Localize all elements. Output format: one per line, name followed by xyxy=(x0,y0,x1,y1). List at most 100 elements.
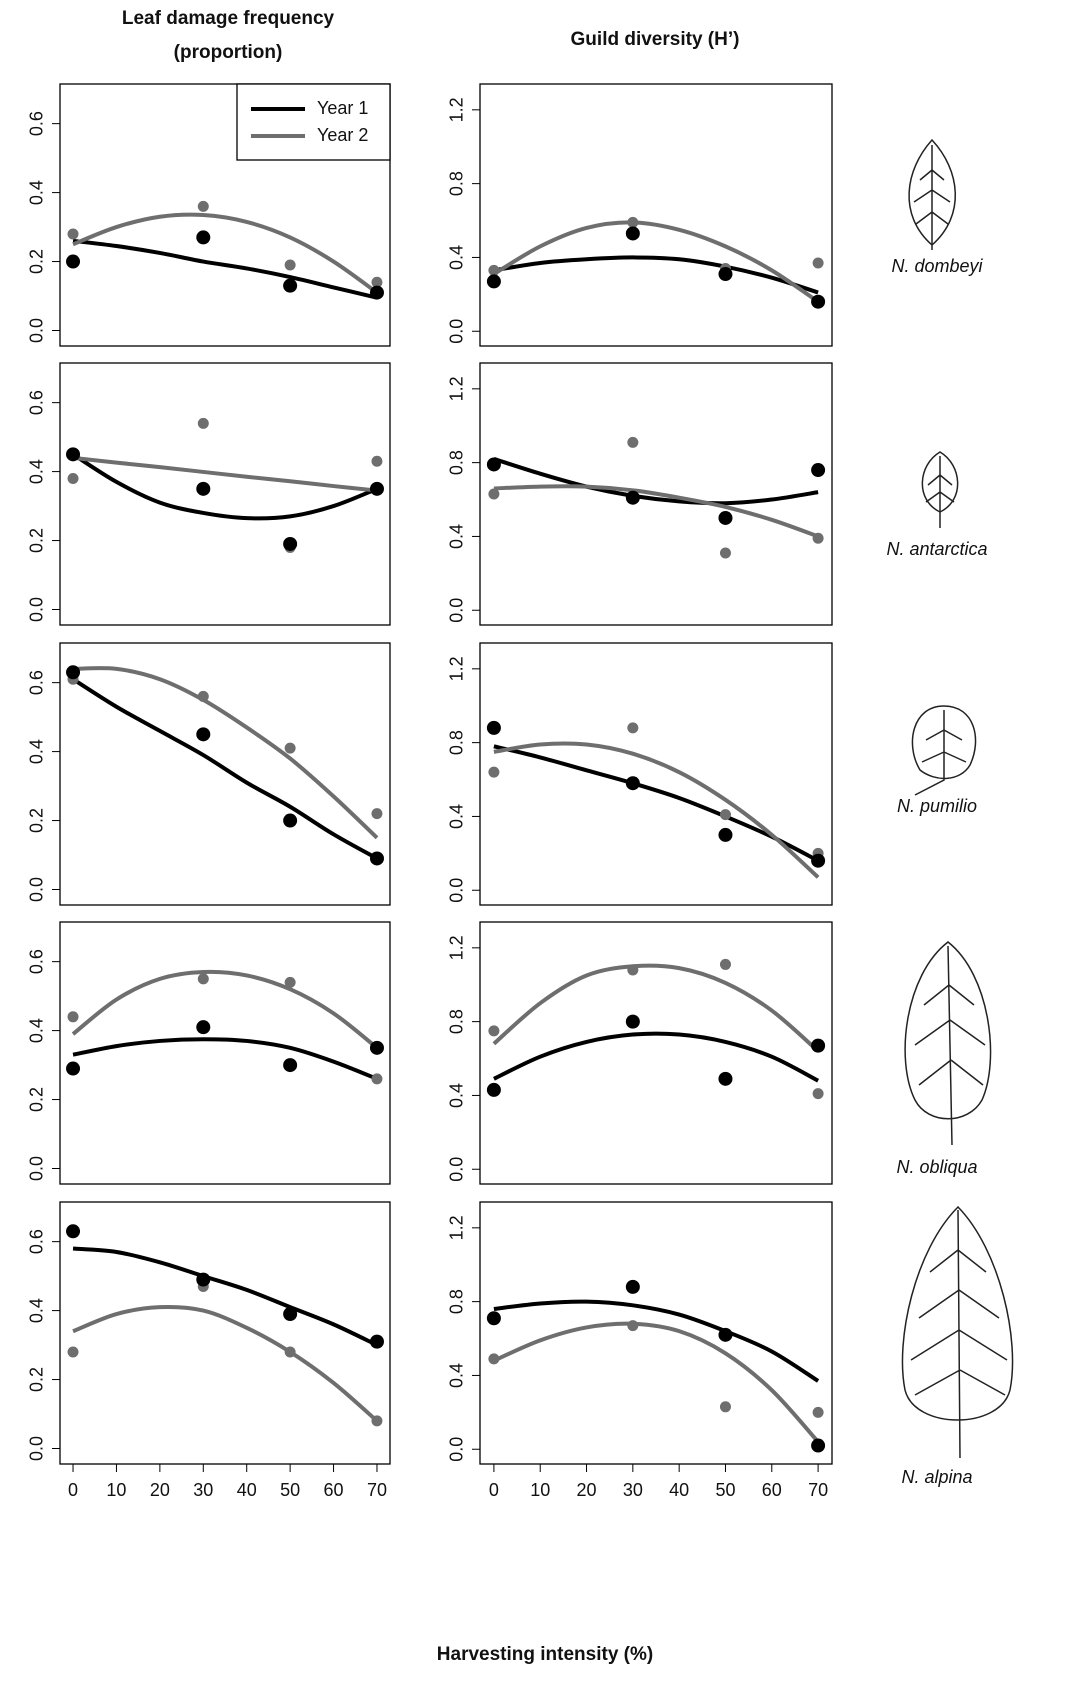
x-tick-label: 50 xyxy=(280,1480,300,1500)
x-tick-label: 30 xyxy=(193,1480,213,1500)
y-tick-label: 0.4 xyxy=(447,1363,467,1388)
data-point xyxy=(486,457,501,472)
plot-frame xyxy=(479,642,833,906)
data-point xyxy=(488,264,500,276)
data-point xyxy=(196,230,211,245)
y-tick-label: 0.4 xyxy=(447,1083,467,1108)
y-tick-label: 0.6 xyxy=(27,670,47,695)
data-point xyxy=(197,690,209,702)
data-point xyxy=(718,1327,733,1342)
species-label: N. antarctica xyxy=(886,539,987,559)
y-tick-label: 0.2 xyxy=(27,808,47,833)
y-tick-label: 0.4 xyxy=(27,180,47,205)
fit-curve xyxy=(493,255,819,295)
legend-label: Year 1 xyxy=(317,98,368,118)
y-tick-label: 1.2 xyxy=(447,656,467,681)
data-point xyxy=(283,813,298,828)
y-tick-label: 0.6 xyxy=(27,390,47,415)
y-tick-label: 0.4 xyxy=(27,1018,47,1043)
data-point xyxy=(719,958,731,970)
y-tick-label: 0.2 xyxy=(27,1087,47,1112)
plot-frame xyxy=(59,83,391,347)
plot-frame xyxy=(59,362,391,626)
fit-curve xyxy=(492,220,820,304)
data-point xyxy=(197,417,209,429)
data-point xyxy=(488,1025,500,1037)
data-point xyxy=(371,808,383,820)
data-point xyxy=(67,228,79,240)
data-point xyxy=(66,1061,81,1076)
x-tick-label: 20 xyxy=(577,1480,597,1500)
y-tick-label: 0.4 xyxy=(27,459,47,484)
y-tick-label: 1.2 xyxy=(447,1215,467,1240)
data-point xyxy=(625,490,640,505)
legend-box xyxy=(236,83,391,161)
data-point xyxy=(486,1082,501,1097)
plot-frame xyxy=(59,642,391,906)
data-point xyxy=(811,463,826,478)
x-tick-label: 20 xyxy=(150,1480,170,1500)
fit-curve xyxy=(492,963,820,1053)
x-tick-label: 40 xyxy=(237,1480,257,1500)
data-point xyxy=(369,481,384,496)
data-point xyxy=(371,1415,383,1427)
fit-curve xyxy=(72,1246,378,1347)
x-tick-label: 0 xyxy=(489,1480,499,1500)
leaf-icon xyxy=(901,1205,1014,1421)
x-tick-label: 70 xyxy=(367,1480,387,1500)
fit-curve xyxy=(493,457,819,506)
x-tick-label: 30 xyxy=(623,1480,643,1500)
data-point xyxy=(719,547,731,559)
fit-curve xyxy=(72,455,378,493)
data-point xyxy=(627,1320,639,1332)
x-tick-label: 10 xyxy=(106,1480,126,1500)
data-point xyxy=(369,851,384,866)
x-tick-label: 0 xyxy=(68,1480,78,1500)
data-point xyxy=(283,1058,298,1073)
data-point xyxy=(488,766,500,778)
fit-curve xyxy=(71,677,378,861)
data-point xyxy=(718,827,733,842)
y-tick-label: 0.4 xyxy=(447,245,467,270)
y-tick-label: 0.0 xyxy=(447,319,467,344)
y-tick-label: 0.0 xyxy=(27,597,47,622)
y-tick-label: 0.0 xyxy=(447,1157,467,1182)
fit-curve xyxy=(72,238,378,300)
plot-frame xyxy=(479,362,833,626)
x-tick-label: 60 xyxy=(762,1480,782,1500)
y-tick-label: 0.8 xyxy=(447,1289,467,1314)
fit-curve xyxy=(493,1299,820,1383)
fit-curve xyxy=(73,666,379,840)
plot-frame xyxy=(479,921,833,1185)
data-point xyxy=(486,720,501,735)
data-point xyxy=(369,285,384,300)
y-tick-label: 0.0 xyxy=(27,1436,47,1461)
fit-curve xyxy=(71,969,379,1050)
data-point xyxy=(811,1438,826,1453)
legend-label: Year 2 xyxy=(317,125,368,145)
data-point xyxy=(627,964,639,976)
data-point xyxy=(488,1353,500,1365)
data-point xyxy=(197,200,209,212)
data-point xyxy=(283,278,298,293)
data-point xyxy=(811,1038,826,1053)
fit-curve xyxy=(72,212,379,295)
data-point xyxy=(718,267,733,282)
leaf-icon xyxy=(904,941,992,1120)
y-tick-label: 0.8 xyxy=(447,450,467,475)
y-tick-label: 0.4 xyxy=(27,739,47,764)
x-axis-label: Harvesting intensity (%) xyxy=(437,1644,653,1665)
plot-frame xyxy=(59,921,391,1185)
x-tick-label: 40 xyxy=(669,1480,689,1500)
x-tick-label: 60 xyxy=(324,1480,344,1500)
data-point xyxy=(811,294,826,309)
fit-curve xyxy=(493,484,819,539)
data-point xyxy=(369,1040,384,1055)
y-tick-label: 0.6 xyxy=(27,1229,47,1254)
leaf-icons xyxy=(901,138,1014,1459)
data-point xyxy=(67,472,79,484)
species-label: N. pumilio xyxy=(897,796,977,816)
leaf-vein xyxy=(914,945,986,1146)
data-point xyxy=(488,488,500,500)
